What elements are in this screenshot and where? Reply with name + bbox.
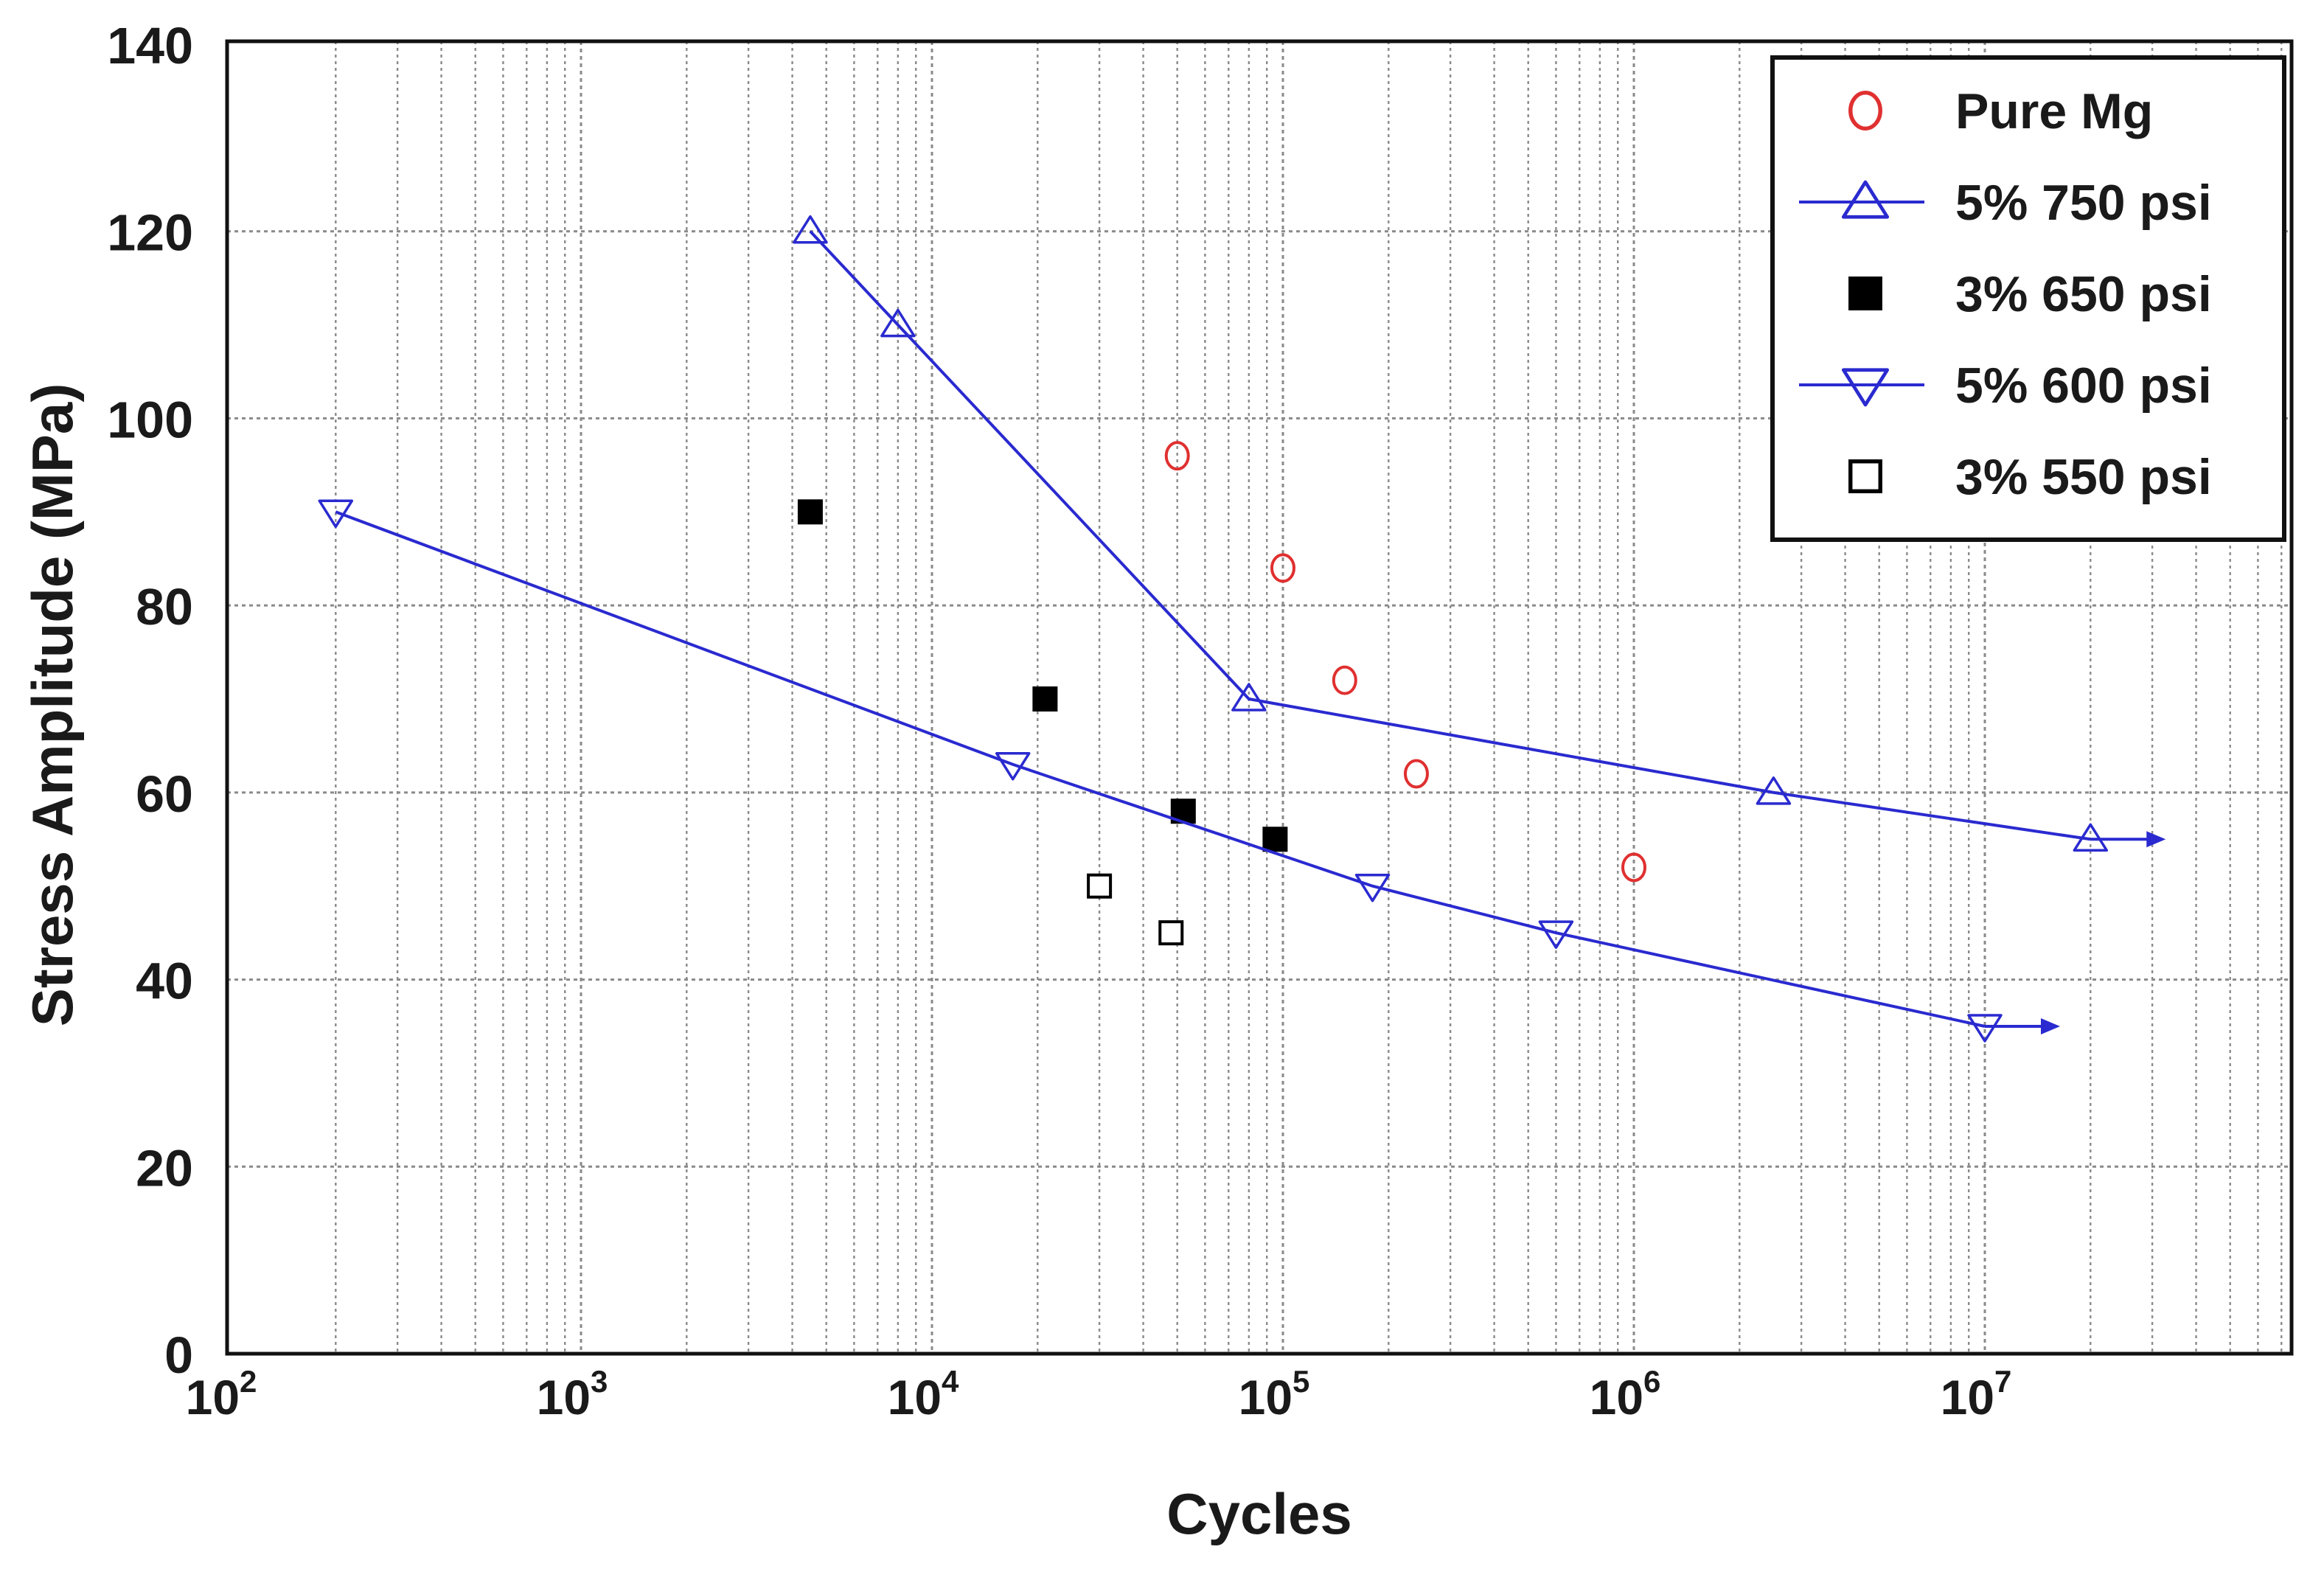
x-tick-label: 103	[537, 1364, 608, 1424]
x-axis-title: Cycles	[1166, 1481, 1352, 1546]
data-point	[1621, 852, 1646, 883]
legend-label: 3% 550 psi	[1955, 449, 2212, 505]
data-point	[1967, 1014, 2003, 1043]
data-point	[1158, 920, 1184, 946]
legend-label: Pure Mg	[1955, 83, 2153, 139]
legend-entry: 5% 600 psi	[1799, 358, 2212, 414]
series-5-600-psi	[318, 499, 2060, 1043]
legend-entry: 3% 550 psi	[1848, 449, 2212, 505]
series-arrow-head	[2146, 831, 2166, 848]
data-point	[1354, 873, 1391, 902]
y-tick-label: 140	[107, 17, 193, 74]
data-point	[1164, 441, 1190, 471]
tick-labels: 0 20 40 60 80 100 120 140 102 103 104 105 106 107	[107, 17, 2011, 1424]
y-tick-label: 120	[107, 204, 193, 262]
data-point	[1087, 873, 1113, 899]
y-tick-label: 0	[164, 1326, 193, 1384]
y-tick-label: 100	[107, 391, 193, 448]
legend-label: 5% 600 psi	[1955, 358, 2212, 414]
data-point	[793, 215, 828, 244]
y-tick-label: 60	[136, 765, 193, 823]
plot-frame	[225, 39, 2294, 1356]
y-tick-label: 80	[136, 578, 193, 636]
y-tick-label: 40	[136, 953, 193, 1010]
y-tick-label: 20	[136, 1139, 193, 1197]
legend: Pure Mg 5% 750 psi 3% 650 psi 5% 600 psi 3% …	[1770, 55, 2286, 542]
data-point	[1756, 776, 1792, 805]
legend-label: 3% 650 psi	[1955, 266, 2212, 322]
legend-entry: 5% 750 psi	[1799, 175, 2212, 231]
data-point	[318, 499, 354, 529]
legend-entry: 3% 650 psi	[1848, 266, 2212, 322]
series-line	[335, 510, 1986, 1028]
data-point	[995, 752, 1031, 781]
legend-marker	[1848, 90, 1882, 131]
x-tick-label: 102	[186, 1364, 257, 1424]
legend-entry: Pure Mg	[1848, 83, 2153, 139]
data-point	[2073, 823, 2109, 852]
data-point	[797, 499, 823, 525]
legend-label: 5% 750 psi	[1955, 175, 2212, 231]
x-tick-label: 107	[1941, 1364, 2012, 1424]
x-tick-label: 104	[888, 1364, 959, 1424]
legend-marker	[1841, 180, 1890, 219]
x-tick-label: 105	[1239, 1364, 1310, 1424]
data-point	[1270, 553, 1295, 583]
data-point	[1332, 665, 1357, 695]
series-5-750-psi	[793, 215, 2166, 852]
legend-marker	[1848, 459, 1882, 493]
series-pure-mg	[1164, 441, 1646, 883]
data-point	[1032, 686, 1058, 712]
data-point	[1403, 759, 1429, 789]
series-3-650-psi	[797, 499, 1288, 852]
series-3-550-psi	[1087, 873, 1184, 946]
data-point	[1262, 827, 1288, 852]
series-arrow-head	[2041, 1018, 2060, 1034]
data-point	[1538, 920, 1574, 949]
data-point	[1231, 683, 1267, 712]
legend-marker	[1841, 368, 1890, 407]
series-line	[809, 230, 2091, 841]
y-axis-title: Stress Amplitude (MPa)	[20, 383, 85, 1027]
legend-marker	[1848, 276, 1882, 310]
x-tick-label: 106	[1590, 1364, 1661, 1424]
series-layer	[318, 215, 2166, 1043]
data-point	[880, 308, 916, 338]
